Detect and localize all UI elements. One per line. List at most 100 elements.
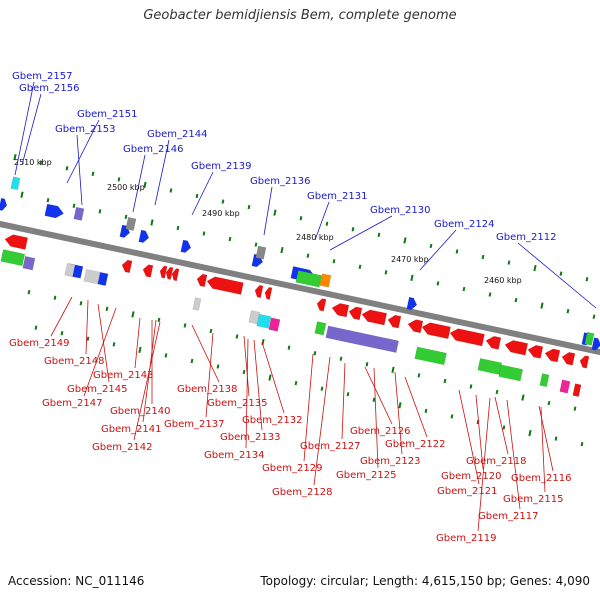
- scale-tick: [235, 334, 239, 339]
- scale-tick: [332, 259, 336, 264]
- scale-tick: [183, 323, 187, 328]
- scale-tick: [533, 264, 537, 272]
- gene-label-top: Gbem_2151: [77, 109, 137, 120]
- scale-tick: [105, 306, 109, 311]
- gene-box-reverse: [414, 346, 447, 366]
- gene-label-top: Gbem_2144: [147, 129, 207, 140]
- scale-tick: [247, 204, 251, 210]
- scale-tick: [424, 408, 428, 414]
- gene-label-bottom: Gbem_2142: [92, 442, 152, 453]
- gene-box-reverse: [0, 249, 26, 267]
- gene-label-bottom: Gbem_2125: [336, 470, 396, 481]
- gene-forward: [0, 197, 8, 211]
- leader-line: [540, 406, 546, 493]
- scale-tick: [228, 236, 232, 242]
- scale-tick: [34, 325, 38, 330]
- gene-label-top: Gbem_2139: [191, 161, 251, 172]
- gene-box-forward: [73, 206, 85, 221]
- scale-tick: [190, 358, 194, 364]
- scale-tick: [280, 247, 284, 254]
- scale-tick: [528, 429, 532, 437]
- gene-reverse: [361, 309, 388, 326]
- gene-label-bottom: Gbem_2137: [164, 419, 224, 430]
- genome-stats-text: Topology: circular; Length: 4,615,150 bp…: [260, 574, 590, 588]
- gene-box-reverse: [256, 313, 272, 329]
- scale-tick: [138, 346, 142, 354]
- gene-label-bottom: Gbem_2145: [67, 384, 127, 395]
- gene-box-reverse: [83, 268, 101, 285]
- scale-label: 2490 kbp: [202, 209, 240, 218]
- scale-tick: [325, 221, 329, 226]
- scale-tick: [507, 260, 511, 265]
- scale-tick: [39, 160, 43, 165]
- gene-forward: [44, 203, 64, 219]
- gene-reverse: [159, 265, 168, 279]
- gene-label-bottom: Gbem_2133: [220, 432, 280, 443]
- gene-label-bottom: Gbem_2123: [360, 456, 420, 467]
- leader-line: [133, 321, 161, 441]
- scale-tick: [417, 373, 421, 378]
- leader-line: [394, 371, 403, 455]
- gene-label-bottom: Gbem_2122: [385, 439, 445, 450]
- gene-box-reverse: [572, 383, 582, 397]
- scale-tick: [339, 356, 343, 361]
- gene-box-reverse: [498, 364, 524, 382]
- gene-reverse: [4, 234, 29, 250]
- scale-tick: [299, 216, 303, 221]
- leader-line: [419, 229, 457, 271]
- leader-line: [83, 307, 117, 397]
- scale-label: 2500 kbp: [107, 183, 145, 192]
- gene-reverse: [407, 319, 424, 334]
- leader-line: [458, 389, 480, 485]
- gene-reverse: [171, 268, 180, 282]
- scale-tick: [469, 384, 473, 389]
- gene-label-bottom: Gbem_2134: [204, 450, 264, 461]
- gene-box-forward: [295, 270, 323, 288]
- scale-tick: [436, 281, 440, 286]
- gene-reverse: [165, 266, 174, 280]
- scale-tick: [346, 392, 350, 397]
- scale-tick: [559, 271, 563, 276]
- gene-reverse: [254, 284, 264, 299]
- gene-box-forward: [319, 273, 332, 288]
- gene-box-reverse: [477, 358, 503, 375]
- gene-label-bottom: Gbem_2132: [242, 415, 302, 426]
- gene-reverse: [331, 303, 350, 318]
- leader-line: [253, 339, 263, 431]
- scale-tick: [46, 198, 50, 203]
- scale-tick: [377, 232, 381, 238]
- gene-label-bottom: Gbem_2119: [436, 533, 496, 544]
- scale-tick: [287, 345, 291, 350]
- scale-tick: [540, 302, 544, 309]
- scale-tick: [320, 386, 324, 391]
- scale-tick: [268, 374, 272, 381]
- leader-line: [303, 353, 314, 462]
- scale-tick: [365, 362, 369, 367]
- gene-reverse: [206, 276, 244, 295]
- gene-reverse: [316, 298, 327, 312]
- gene-label-bottom: Gbem_2118: [466, 456, 526, 467]
- scale-tick: [164, 353, 168, 358]
- leader-line: [364, 366, 393, 425]
- gene-label-top: Gbem_2157: [12, 71, 72, 82]
- leader-line: [66, 119, 100, 184]
- gene-reverse: [196, 273, 208, 288]
- leader-line: [506, 399, 521, 510]
- scale-tick: [391, 366, 395, 373]
- gene-label-bottom: Gbem_2128: [272, 487, 332, 498]
- scale-tick: [209, 328, 213, 334]
- gene-reverse: [504, 340, 529, 356]
- scale-label: 2460 kbp: [484, 276, 522, 285]
- scale-tick: [273, 209, 277, 216]
- scale-tick: [91, 171, 95, 176]
- scale-tick: [372, 397, 376, 402]
- scale-tick: [157, 317, 161, 323]
- scale-tick: [429, 243, 433, 249]
- scale-tick: [216, 364, 220, 369]
- gene-box-reverse: [325, 325, 399, 353]
- gene-reverse: [544, 348, 561, 363]
- gene-forward: [591, 337, 600, 351]
- scale-tick: [86, 336, 90, 341]
- scale-tick: [79, 301, 83, 306]
- gene-label-bottom: Gbem_2120: [441, 471, 501, 482]
